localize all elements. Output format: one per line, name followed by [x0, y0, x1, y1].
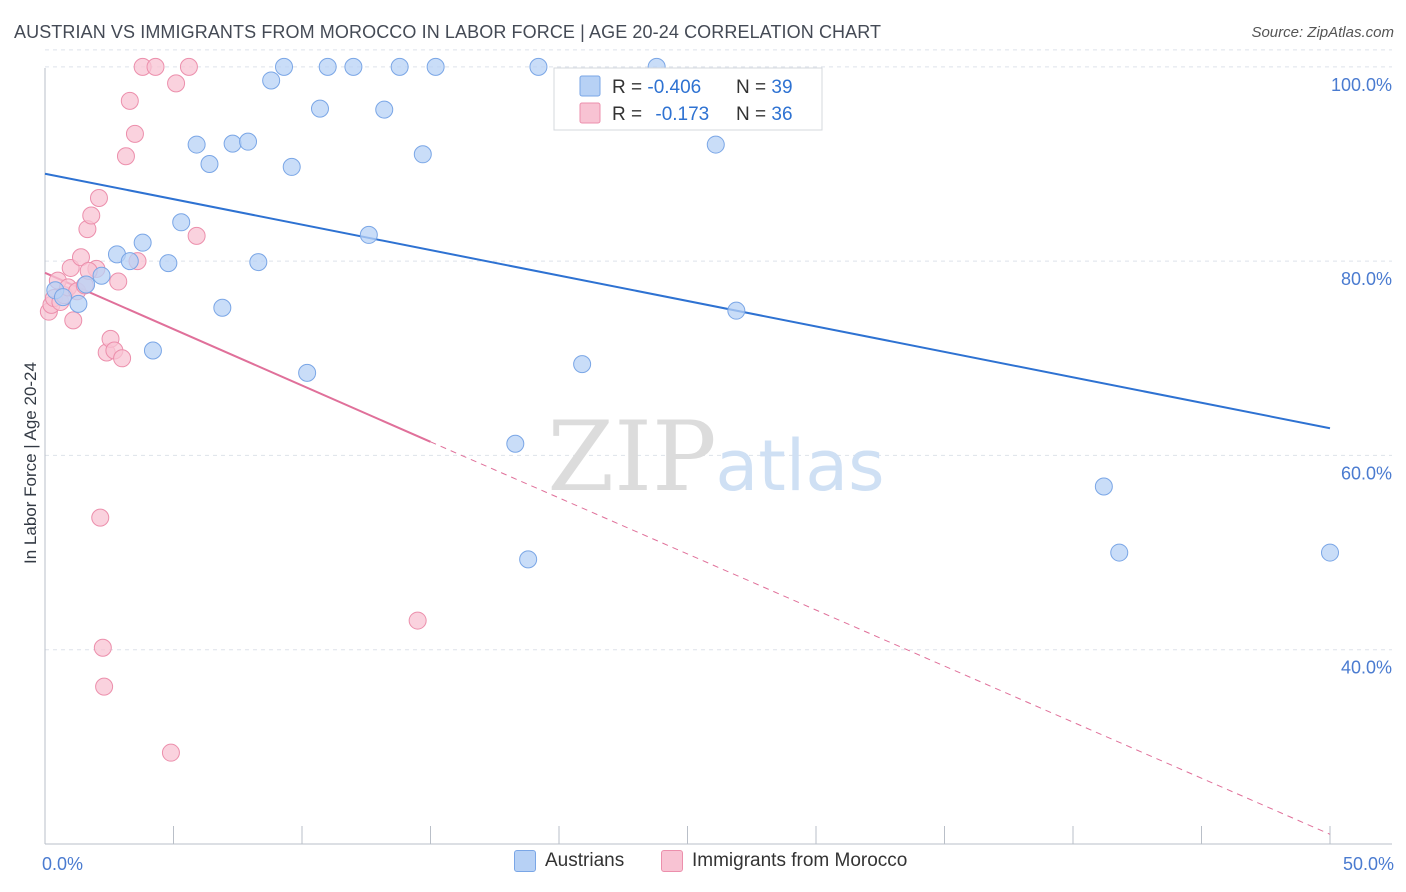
legend-n-label-1: N = — [736, 77, 771, 98]
chart-title: AUSTRIAN VS IMMIGRANTS FROM MOROCCO IN L… — [14, 22, 882, 42]
morocco-trend-extension — [430, 441, 1331, 835]
morocco-point-24 — [116, 147, 135, 166]
austrian-point-26 — [390, 57, 409, 76]
austrian-point-13 — [213, 298, 232, 317]
austrian-point-30 — [519, 550, 538, 569]
x-tick-label-max: 50.0% — [1343, 854, 1394, 874]
austrian-point-2 — [69, 294, 88, 313]
austrian-points — [46, 57, 1339, 569]
source-label: Source: ZipAtlas.com — [1251, 24, 1394, 41]
x-tick-labels: 0.0% 50.0% — [42, 854, 1394, 874]
austrian-point-22 — [318, 57, 337, 76]
austrian-point-36 — [1094, 477, 1113, 496]
morocco-point-26 — [125, 124, 144, 143]
austrian-point-35 — [727, 301, 746, 320]
austrian-point-14 — [223, 134, 242, 153]
morocco-point-32 — [179, 57, 198, 76]
morocco-point-8 — [64, 311, 83, 330]
austrian-point-32 — [573, 355, 592, 374]
morocco-point-34 — [408, 611, 427, 630]
austrian-point-23 — [344, 57, 363, 76]
austrian-point-27 — [413, 145, 432, 164]
bottom-legend-morocco: Immigrants from Morocco — [661, 850, 907, 872]
austrian-point-38 — [1321, 543, 1339, 562]
y-axis-label: In Labor Force | Age 20-24 — [21, 362, 40, 564]
bottom-legend-swatch-morocco — [661, 850, 683, 872]
legend-n-label-2: N = — [736, 104, 771, 125]
y-tick-label-60: 60.0% — [1341, 463, 1392, 483]
legend-n-value-2: 36 — [771, 104, 792, 125]
austrian-point-6 — [120, 252, 139, 271]
legend-r-value-2: -0.173 — [655, 104, 709, 125]
austrian-point-15 — [239, 132, 258, 151]
austrian-point-8 — [143, 341, 162, 360]
austrian-point-24 — [359, 225, 378, 244]
austrian-point-18 — [275, 57, 294, 76]
morocco-point-15 — [89, 189, 108, 207]
bottom-legend-label-austrians: Austrians — [545, 850, 625, 871]
trend-lines — [44, 172, 1331, 835]
austrian-point-28 — [426, 57, 445, 76]
austrian-point-3 — [77, 275, 96, 294]
watermark: ZIP atlas — [547, 401, 884, 513]
austrian-point-9 — [159, 254, 178, 273]
morocco-trend-line — [44, 271, 431, 443]
legend-swatch-morocco — [579, 102, 601, 124]
morocco-point-31 — [167, 74, 186, 93]
austrian-point-10 — [172, 213, 191, 232]
morocco-point-18 — [95, 677, 114, 696]
grid-lines — [45, 49, 1392, 651]
svg-text:N = 39: N = 39 — [736, 77, 793, 98]
austrian-point-25 — [375, 100, 394, 119]
morocco-point-22 — [109, 272, 128, 291]
morocco-point-29 — [146, 57, 165, 76]
y-tick-label-100: 100.0% — [1331, 75, 1392, 95]
austrian-point-7 — [133, 233, 152, 252]
y-tick-labels: 40.0% 60.0% 80.0% 100.0% — [1331, 75, 1392, 678]
legend: R = -0.406 N = 39 R = -0.173 N = 36 — [553, 67, 823, 131]
axes — [44, 68, 1392, 845]
austrians-trend-line — [44, 172, 1331, 430]
morocco-point-10 — [71, 248, 90, 267]
austrian-point-1 — [53, 288, 72, 307]
legend-swatch-austrians — [579, 75, 601, 97]
morocco-point-30 — [161, 743, 180, 762]
morocco-points — [39, 57, 427, 762]
bottom-legend-label-morocco: Immigrants from Morocco — [692, 850, 908, 871]
austrian-point-16 — [249, 253, 268, 272]
morocco-point-17 — [93, 638, 112, 657]
legend-r-label-2: R = — [612, 104, 647, 125]
austrian-point-17 — [262, 71, 281, 90]
svg-text:R = -0.406: R = -0.406 — [612, 77, 701, 98]
morocco-point-33 — [187, 226, 206, 245]
watermark-atlas: atlas — [715, 425, 884, 507]
morocco-point-13 — [82, 206, 101, 225]
austrian-point-12 — [200, 155, 219, 173]
morocco-point-23 — [113, 349, 132, 368]
watermark-zip: ZIP — [547, 401, 716, 513]
y-tick-label-80: 80.0% — [1341, 269, 1392, 289]
austrian-point-34 — [706, 135, 725, 154]
svg-text:R = -0.173: R = -0.173 — [612, 104, 709, 125]
legend-n-value-1: 39 — [771, 77, 792, 98]
bottom-legend-swatch-austrians — [514, 850, 536, 872]
legend-r-label-1: R = — [612, 77, 647, 98]
austrian-point-29 — [506, 434, 525, 453]
svg-text:N = 36: N = 36 — [736, 104, 793, 125]
austrian-point-21 — [310, 99, 329, 118]
austrian-point-4 — [92, 266, 111, 285]
austrian-point-31 — [529, 57, 548, 76]
austrian-point-20 — [298, 363, 317, 382]
austrian-point-37 — [1110, 543, 1129, 562]
y-tick-label-40: 40.0% — [1341, 658, 1392, 678]
bottom-legend-austrians: Austrians — [514, 850, 624, 872]
morocco-point-25 — [120, 91, 139, 110]
legend-r-value-1: -0.406 — [647, 77, 701, 98]
x-tick-label-min: 0.0% — [42, 854, 83, 874]
morocco-point-16 — [91, 508, 110, 527]
austrian-point-19 — [282, 157, 301, 176]
austrian-point-11 — [187, 135, 206, 154]
bottom-legend: Austrians Immigrants from Morocco — [0, 850, 1406, 880]
